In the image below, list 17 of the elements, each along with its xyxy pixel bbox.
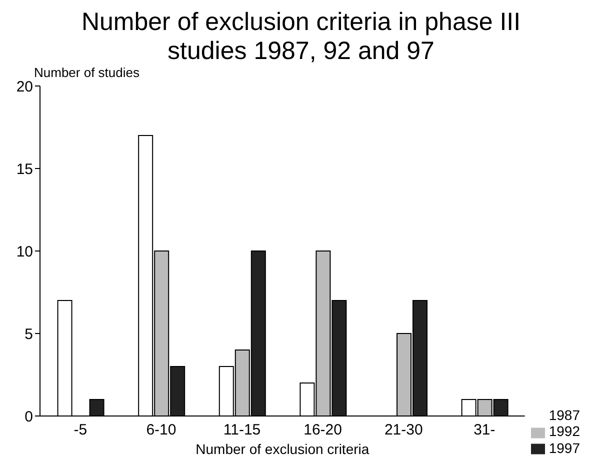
y-tick-label: 0 <box>24 408 33 426</box>
y-tick-label: 15 <box>16 160 33 178</box>
text: 1987 <box>548 407 580 424</box>
x-axis-title: Number of exclusion criteria <box>196 441 370 457</box>
x-tick-label: 6-10 <box>146 422 176 439</box>
x-tick-label: 11-15 <box>223 422 261 439</box>
y-axis-title: Number of studies <box>34 65 140 80</box>
x-tick-label: 31- <box>474 422 496 439</box>
chart-title: Number of exclusion criteria in phase III studies 1987, 92 and 97 <box>80 8 522 66</box>
x-tick-label: 16-20 <box>304 422 342 439</box>
legend-label: 1997 <box>548 440 580 456</box>
y-tick-label: 20 <box>16 78 33 96</box>
x-tick-label: -5 <box>74 422 88 439</box>
legend-label: 1992 <box>548 423 580 440</box>
x-tick-label: 21-30 <box>384 422 423 439</box>
y-tick-label: 10 <box>16 243 33 260</box>
y-tick-label: 5 <box>24 326 33 343</box>
